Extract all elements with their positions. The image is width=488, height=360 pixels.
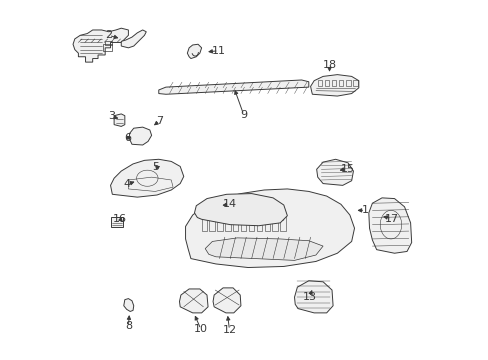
Text: 4: 4 (123, 179, 131, 189)
Text: 5: 5 (152, 162, 159, 172)
Bar (272, 216, 277, 231)
Text: 17: 17 (384, 213, 398, 224)
Polygon shape (294, 281, 332, 313)
Polygon shape (160, 161, 169, 170)
Text: 3: 3 (108, 111, 115, 121)
Bar (241, 216, 246, 231)
Bar (233, 216, 238, 231)
Bar (339, 80, 343, 86)
Polygon shape (114, 114, 124, 126)
Text: 6: 6 (123, 133, 131, 143)
Text: 8: 8 (124, 321, 132, 332)
Bar (103, 44, 112, 51)
Bar (217, 216, 222, 231)
Polygon shape (159, 80, 308, 94)
Polygon shape (310, 75, 358, 96)
Bar (346, 80, 350, 86)
Polygon shape (129, 127, 151, 145)
Bar (280, 216, 285, 231)
Bar (256, 216, 262, 231)
Polygon shape (205, 238, 323, 260)
Text: 12: 12 (222, 325, 236, 335)
Text: 15: 15 (340, 163, 354, 174)
Text: 10: 10 (194, 324, 207, 334)
Polygon shape (185, 189, 354, 267)
Bar (201, 216, 206, 231)
Bar (105, 41, 112, 45)
Text: 14: 14 (222, 199, 236, 209)
Polygon shape (110, 159, 183, 197)
Bar (324, 80, 328, 86)
Polygon shape (194, 194, 287, 226)
Polygon shape (368, 198, 411, 253)
Bar (264, 216, 269, 231)
Text: 7: 7 (156, 116, 163, 126)
Polygon shape (73, 28, 128, 62)
Polygon shape (213, 288, 241, 313)
Polygon shape (123, 298, 134, 311)
Text: 1: 1 (361, 205, 368, 215)
Text: 11: 11 (211, 46, 225, 56)
Bar (248, 216, 254, 231)
Text: 18: 18 (322, 60, 336, 70)
Bar (209, 216, 214, 231)
Text: 16: 16 (113, 214, 127, 224)
Polygon shape (121, 30, 146, 48)
Polygon shape (187, 44, 201, 59)
Polygon shape (179, 289, 207, 313)
Bar (353, 80, 357, 86)
Text: 13: 13 (302, 292, 316, 302)
Text: 2: 2 (105, 30, 112, 40)
Bar (225, 216, 230, 231)
Text: 9: 9 (240, 110, 247, 120)
Polygon shape (316, 159, 353, 185)
Bar (331, 80, 336, 86)
Bar (110, 217, 123, 227)
Bar (317, 80, 322, 86)
